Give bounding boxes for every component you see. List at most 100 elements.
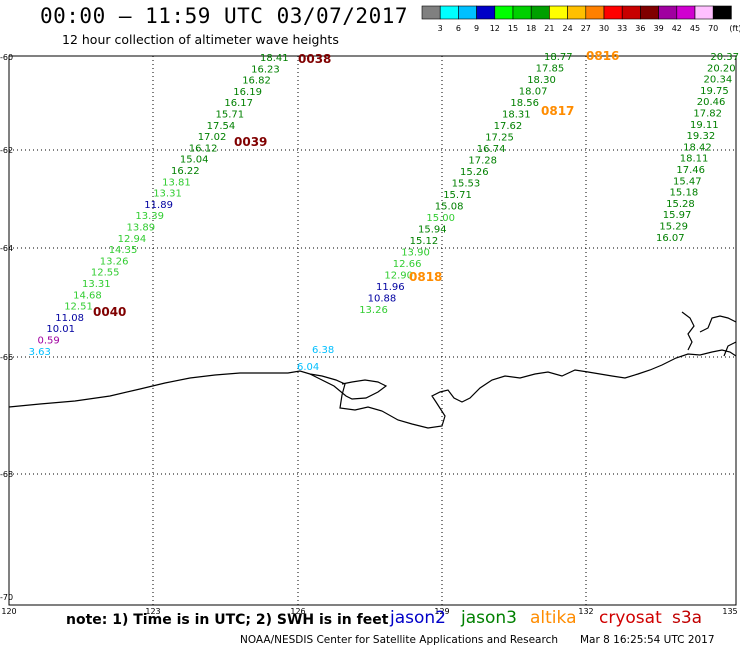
lat-label: -70 xyxy=(0,593,13,602)
wave-height-value: 16.07 xyxy=(656,233,685,244)
colorbar-swatch xyxy=(603,5,623,20)
wave-height-value: 6.04 xyxy=(297,362,319,373)
lon-label: 126 xyxy=(290,607,305,616)
wave-height-value: 18.07 xyxy=(519,87,548,98)
wave-height-value: 11.96 xyxy=(376,282,405,293)
wave-height-value: 14.35 xyxy=(109,245,138,256)
wave-height-value: 16.22 xyxy=(171,166,200,177)
wave-height-value: 13.31 xyxy=(82,279,111,290)
colorbar-swatch xyxy=(676,5,696,20)
wave-height-value: 15.18 xyxy=(670,188,699,199)
wave-height-value: 16.17 xyxy=(224,98,253,109)
wave-height-value: 12.55 xyxy=(91,268,120,279)
lon-label: 120 xyxy=(1,607,16,616)
wave-height-value: 18.11 xyxy=(680,154,709,165)
lon-label: 129 xyxy=(434,607,449,616)
colorbar-swatch xyxy=(439,5,459,20)
footnote: note: 1) Time is in UTC; 2) SWH is in fe… xyxy=(66,612,389,628)
wave-height-value: 3.63 xyxy=(29,347,51,358)
wave-height-value: 20.37 xyxy=(710,52,739,63)
wave-height-value: 12.94 xyxy=(118,234,147,245)
colorbar-swatch xyxy=(585,5,605,20)
colorbar-swatch xyxy=(458,5,477,20)
wave-height-value: 13.26 xyxy=(100,256,129,267)
wave-height-value: 19.75 xyxy=(700,86,729,97)
wave-height-value: 13.31 xyxy=(153,189,182,200)
map-subtitle: 12 hour collection of altimeter wave hei… xyxy=(62,32,339,47)
wave-height-value: 18.42 xyxy=(683,142,712,153)
lat-label: -62 xyxy=(0,146,13,155)
wave-height-value: 16.23 xyxy=(251,64,280,75)
wave-height-value: 10.01 xyxy=(46,324,75,335)
lat-label: -60 xyxy=(0,53,13,62)
wave-height-value: 15.29 xyxy=(659,222,688,233)
wave-height-value: 17.85 xyxy=(536,64,565,75)
wave-height-value: 16.82 xyxy=(242,76,271,87)
colorbar-swatch xyxy=(512,5,532,20)
coastal-values: 6.38 6.04 xyxy=(297,345,334,373)
colorbar-label: 33 xyxy=(617,24,627,33)
lat-label: -68 xyxy=(0,470,13,479)
colorbar-swatch xyxy=(621,5,641,20)
colorbar-label: 42 xyxy=(672,24,682,33)
colorbar-swatch xyxy=(421,5,441,20)
wave-height-value: 20.34 xyxy=(704,75,733,86)
wave-height-value: 17.82 xyxy=(693,109,722,120)
wave-height-value: 11.89 xyxy=(144,200,173,211)
wave-height-value: 13.39 xyxy=(135,211,164,222)
wave-height-value: 15.00 xyxy=(426,213,455,224)
colorbar-swatch xyxy=(549,5,568,20)
wave-height-value: 17.02 xyxy=(198,132,227,143)
antarctic-coastline xyxy=(8,349,737,429)
pass-time: 0818 xyxy=(409,270,442,284)
wave-height-value: 15.97 xyxy=(663,210,692,221)
wave-height-value: 15.94 xyxy=(418,225,447,236)
lon-label: 135 xyxy=(722,607,737,616)
wave-height-value: 19.11 xyxy=(690,120,719,131)
colorbar-swatch xyxy=(694,5,714,20)
wave-height-value: 18.77 xyxy=(544,52,573,63)
map-frame xyxy=(8,55,737,606)
lat-label: -66 xyxy=(0,353,13,362)
colorbar-label: 18 xyxy=(526,24,536,33)
wave-height-value: 15.28 xyxy=(666,199,695,210)
wave-height-value: 0.59 xyxy=(38,336,60,347)
colorbar-label: 3 xyxy=(438,24,443,33)
wave-height-value: 10.88 xyxy=(368,294,397,305)
wave-height-value: 6.38 xyxy=(312,345,334,356)
longitude-labels: 120 123 126 129 132 135 xyxy=(1,607,737,616)
track-1-values: 18.4116.2316.8216.1916.1715.7117.5417.02… xyxy=(29,53,289,358)
colorbar-label: 39 xyxy=(654,24,664,33)
colorbar-label: 36 xyxy=(635,24,645,33)
satellite-altika-label: altika xyxy=(530,608,577,628)
colorbar-label: 6 xyxy=(456,24,461,33)
wave-height-value: 14.68 xyxy=(73,290,102,301)
inlet-outline-2 xyxy=(699,315,737,333)
graticule xyxy=(9,56,736,605)
inlet-outline xyxy=(681,311,695,351)
latitude-labels: -60 -62 -64 -66 -68 -70 xyxy=(0,53,13,602)
wave-height-value: 16.19 xyxy=(233,87,262,98)
wave-height-value: 15.26 xyxy=(460,167,489,178)
wave-height-value: 18.56 xyxy=(510,98,539,109)
colorbar-label: 30 xyxy=(599,24,609,33)
wave-height-value: 15.08 xyxy=(435,202,464,213)
inlet-outline-3 xyxy=(723,341,737,357)
colorbar xyxy=(421,5,732,20)
colorbar-swatch xyxy=(712,5,732,20)
wave-height-value: 16.74 xyxy=(477,144,506,155)
bay-outline xyxy=(309,373,388,400)
wave-height-value: 20.46 xyxy=(697,97,726,108)
wave-height-value: 19.32 xyxy=(687,131,716,142)
wave-height-value: 15.04 xyxy=(180,155,209,166)
wave-height-value: 12.90 xyxy=(384,271,413,282)
track-2-values: 18.7717.8518.3018.0718.5618.3117.6217.25… xyxy=(359,52,572,316)
satellite-jason3-label: jason3 xyxy=(461,608,517,628)
colorbar-label: 9 xyxy=(474,24,479,33)
wave-height-value: 12.66 xyxy=(393,259,422,270)
wave-height-value: 17.28 xyxy=(468,156,497,167)
colorbar-label: 21 xyxy=(544,24,554,33)
wave-height-value: 15.47 xyxy=(673,176,702,187)
